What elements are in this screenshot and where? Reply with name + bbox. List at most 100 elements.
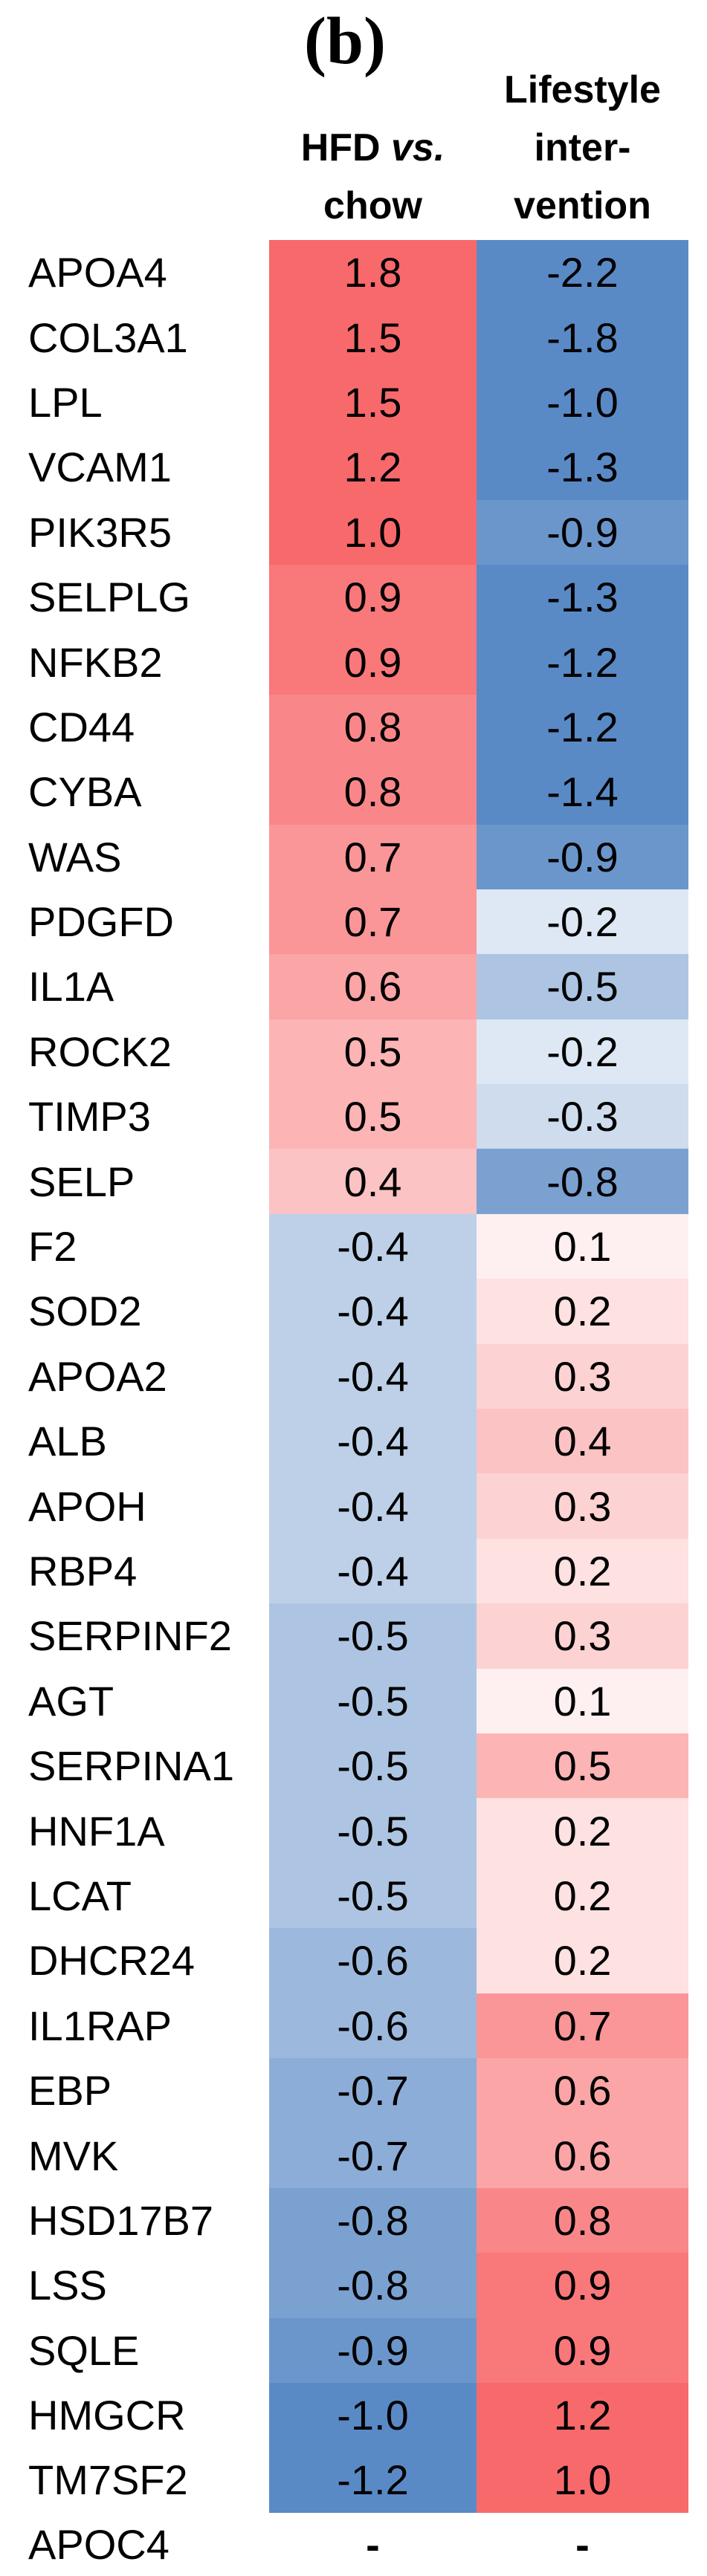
column-header-lifestyle-intervention: Lifestyle inter- vention	[477, 61, 688, 235]
column-header-line: Lifestyle	[504, 68, 661, 111]
heatmap-table: APOA4 1.8 -2.2 COL3A1 1.5 -1.8 LPL 1.5 -1.0 VCAM1…	[0, 240, 707, 2576]
heatmap-cell: -0.6	[269, 1993, 477, 2058]
heatmap-cell: -1.8	[477, 305, 688, 370]
table-row: PDGFD 0.7 -0.2	[0, 889, 707, 955]
heatmap-cell: 0.8	[269, 694, 477, 760]
heatmap-cell: -0.5	[269, 1668, 477, 1733]
gene-label: ALB	[0, 1409, 269, 1474]
table-row: APOA2 -0.4 0.3	[0, 1343, 707, 1409]
heatmap-cell: -1.2	[269, 2447, 477, 2513]
table-row: CD44 0.8 -1.2	[0, 694, 707, 760]
gene-label: CYBA	[0, 759, 269, 825]
table-row: SOD2 -0.4 0.2	[0, 1279, 707, 1344]
heatmap-cell: 0.9	[477, 2317, 688, 2383]
heatmap-cell: -0.5	[477, 954, 688, 1019]
heatmap-cell: 0.6	[269, 954, 477, 1019]
gene-label: NFKB2	[0, 629, 269, 695]
gene-label: APOA4	[0, 240, 269, 305]
gene-label: WAS	[0, 824, 269, 889]
heatmap-cell: 0.5	[269, 1084, 477, 1149]
column-header-line: inter-	[534, 126, 631, 169]
gene-label: COL3A1	[0, 305, 269, 370]
heatmap-cell: 0.7	[269, 889, 477, 955]
heatmap-cell: -0.8	[269, 2253, 477, 2318]
gene-label: VCAM1	[0, 435, 269, 500]
heatmap-cell: -0.4	[269, 1538, 477, 1604]
table-row: MVK -0.7 0.6	[0, 2123, 707, 2188]
heatmap-cell: -0.9	[269, 2317, 477, 2383]
heatmap-cell: 0.8	[477, 2187, 688, 2254]
heatmap-cell: -0.7	[269, 2057, 477, 2124]
heatmap-cell: 0.8	[269, 759, 477, 825]
heatmap-cell: 0.4	[269, 1149, 477, 1214]
heatmap-cell: -0.5	[269, 1733, 477, 1799]
heatmap-cell: 0.9	[269, 564, 477, 630]
heatmap-cell: -0.5	[269, 1798, 477, 1863]
gene-label: APOH	[0, 1473, 269, 1539]
heatmap-cell: -1.2	[477, 694, 688, 760]
table-row: RBP4 -0.4 0.2	[0, 1538, 707, 1604]
gene-label: APOA2	[0, 1343, 269, 1409]
heatmap-cell: 1.0	[269, 499, 477, 565]
heatmap-cell: -1.2	[477, 629, 688, 695]
table-row: LCAT -0.5 0.2	[0, 1863, 707, 1929]
heatmap-cell: 1.8	[269, 240, 477, 305]
gene-label: HSD17B7	[0, 2187, 269, 2254]
gene-label: ROCK2	[0, 1019, 269, 1085]
heatmap-cell: 0.2	[477, 1798, 688, 1863]
heatmap-cell: 0.3	[477, 1473, 688, 1539]
gene-label: TM7SF2	[0, 2447, 269, 2513]
table-row: TIMP3 0.5 -0.3	[0, 1084, 707, 1149]
table-row: HSD17B7 -0.8 0.8	[0, 2187, 707, 2254]
gene-label: AGT	[0, 1668, 269, 1733]
heatmap-cell: 0.3	[477, 1343, 688, 1409]
heatmap-cell: -0.4	[269, 1473, 477, 1539]
gene-label: LCAT	[0, 1863, 269, 1929]
gene-label: RBP4	[0, 1538, 269, 1604]
heatmap-cell: 0.2	[477, 1279, 688, 1344]
column-header-hfd-vs-chow: HFD vs. chow	[269, 119, 477, 235]
gene-label: LSS	[0, 2253, 269, 2318]
table-row: AGT -0.5 0.1	[0, 1668, 707, 1733]
heatmap-cell: -1.4	[477, 759, 688, 825]
heatmap-cell: -0.5	[269, 1603, 477, 1669]
gene-label: SELPLG	[0, 564, 269, 630]
heatmap-cell: -0.4	[269, 1279, 477, 1344]
heatmap-cell: 0.5	[477, 1733, 688, 1799]
gene-label: HNF1A	[0, 1798, 269, 1863]
heatmap-cell: -0.2	[477, 1019, 688, 1085]
table-row: COL3A1 1.5 -1.8	[0, 305, 707, 370]
column-header-line: chow	[269, 177, 477, 235]
figure-panel-label: (b)	[304, 4, 386, 78]
header-text-italic: vs.	[391, 126, 445, 169]
heatmap-cell: 1.2	[477, 2382, 688, 2448]
heatmap-cell: 0.2	[477, 1538, 688, 1604]
table-row: TM7SF2 -1.2 1.0	[0, 2447, 707, 2513]
heatmap-cell: 0.1	[477, 1213, 688, 1279]
gene-label: SQLE	[0, 2317, 269, 2383]
heatmap-cell: 1.5	[269, 305, 477, 370]
table-row: VCAM1 1.2 -1.3	[0, 435, 707, 500]
table-row: CYBA 0.8 -1.4	[0, 759, 707, 825]
table-row: APOH -0.4 0.3	[0, 1473, 707, 1539]
heatmap-cell: -0.4	[269, 1409, 477, 1474]
heatmap-cell: 0.5	[269, 1019, 477, 1085]
table-row: LPL 1.5 -1.0	[0, 369, 707, 435]
column-header-line: vention	[514, 184, 651, 227]
table-row: SERPINA1 -0.5 0.5	[0, 1733, 707, 1799]
table-row: SERPINF2 -0.5 0.3	[0, 1603, 707, 1669]
table-row: LSS -0.8 0.9	[0, 2253, 707, 2318]
heatmap-cell: -0.4	[269, 1343, 477, 1409]
table-row: IL1RAP -0.6 0.7	[0, 1993, 707, 2058]
heatmap-cell: -0.2	[477, 889, 688, 955]
heatmap-cell: -0.4	[269, 1213, 477, 1279]
table-row: SQLE -0.9 0.9	[0, 2317, 707, 2383]
table-row: APOC4- -	[0, 2512, 707, 2576]
heatmap-cell: -1.0	[477, 369, 688, 435]
gene-label: CD44	[0, 694, 269, 760]
heatmap-cell: -1.3	[477, 435, 688, 500]
heatmap-cell: -0.7	[269, 2123, 477, 2188]
gene-label: APOC4	[0, 2512, 269, 2576]
gene-label: IL1RAP	[0, 1993, 269, 2058]
gene-label: IL1A	[0, 954, 269, 1019]
